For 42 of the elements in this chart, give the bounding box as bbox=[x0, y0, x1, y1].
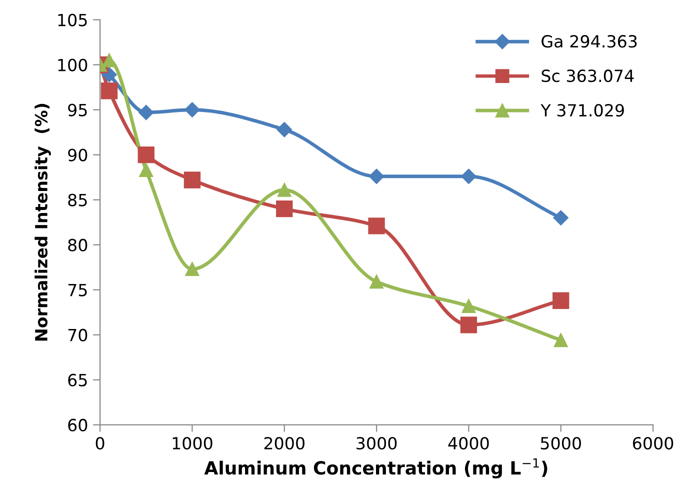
x-tick-label: 1000 bbox=[172, 436, 212, 450]
y-tick-label: 60 bbox=[68, 418, 88, 432]
point bbox=[553, 210, 568, 226]
point bbox=[102, 53, 116, 68]
y-tick-label: 70 bbox=[68, 328, 88, 342]
legend-label: Sc 363.074 bbox=[542, 70, 634, 82]
point bbox=[460, 316, 478, 334]
point bbox=[276, 200, 293, 218]
y-tick-label: 95 bbox=[68, 104, 87, 116]
x-tick-label: 6000 bbox=[632, 436, 674, 450]
y-tick-label: 90 bbox=[68, 148, 88, 162]
point bbox=[185, 262, 200, 276]
x-tick-label: 4000 bbox=[448, 436, 489, 450]
point bbox=[462, 299, 476, 313]
y-tick-label: 80 bbox=[68, 238, 88, 252]
x-tick-label: 3000 bbox=[356, 436, 397, 450]
point bbox=[139, 163, 154, 178]
point bbox=[277, 182, 292, 197]
point bbox=[368, 218, 385, 234]
point bbox=[184, 102, 200, 118]
x-tick-label: 2000 bbox=[264, 436, 304, 450]
y-axis-title: Normalized Intensity (%) bbox=[34, 104, 51, 341]
point bbox=[276, 122, 292, 138]
point bbox=[184, 172, 201, 188]
point bbox=[370, 274, 384, 289]
y-tick-label: 75 bbox=[68, 284, 87, 296]
point bbox=[461, 168, 476, 184]
x-tick-label: 5000 bbox=[540, 436, 581, 450]
y-tick-label: 65 bbox=[68, 374, 87, 386]
point bbox=[554, 333, 568, 348]
point bbox=[552, 292, 570, 309]
point bbox=[368, 168, 384, 184]
y-tick-label: 100 bbox=[58, 58, 88, 72]
x-tick-label: 0 bbox=[96, 436, 104, 450]
y-tick-label: 105 bbox=[58, 14, 87, 26]
legend-label: Ga 294.363 bbox=[542, 35, 637, 48]
point bbox=[100, 82, 118, 100]
point bbox=[138, 104, 154, 120]
point bbox=[138, 146, 154, 164]
legend-label: Y 371.029 bbox=[540, 104, 624, 117]
y-tick-label: 85 bbox=[68, 194, 87, 206]
x-axis-title: Aluminum Concentration (mg L$^{−1}$) bbox=[204, 458, 548, 478]
